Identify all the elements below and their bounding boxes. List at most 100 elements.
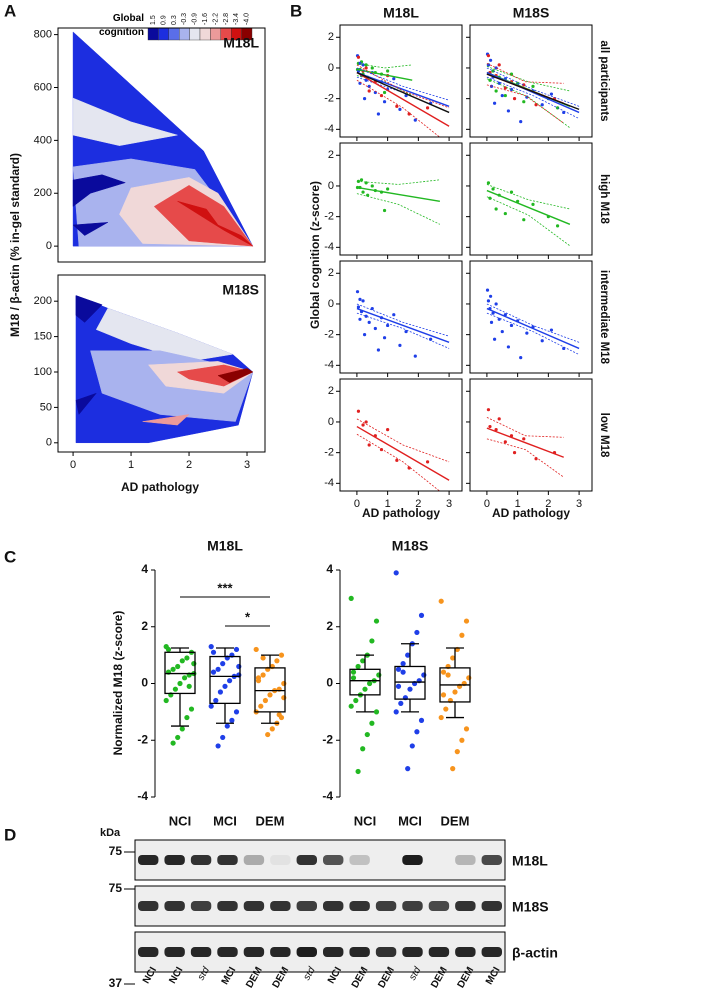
data-point (414, 729, 420, 735)
data-point (188, 706, 195, 712)
blot-band (429, 855, 449, 865)
contour-region (142, 414, 190, 426)
confidence-band (356, 433, 441, 491)
blot-band (376, 855, 396, 865)
y-tick-label: 2 (328, 31, 334, 43)
colorbar-swatch (210, 27, 221, 41)
blot-strip (134, 931, 506, 973)
blot-band (190, 855, 212, 865)
data-point (395, 458, 399, 462)
data-point (367, 89, 371, 93)
y-tick-label: 150 (34, 331, 52, 343)
contour-region (72, 97, 178, 146)
plot-frame (57, 274, 266, 453)
box (209, 655, 241, 705)
y-tick-label: 2 (328, 149, 334, 161)
data-point (393, 709, 399, 715)
data-point (485, 288, 490, 292)
x-tick-label: 3 (446, 498, 452, 510)
plot-layer (486, 408, 564, 478)
data-point (450, 655, 456, 661)
blot-band (217, 901, 238, 911)
fit-line (486, 71, 580, 114)
data-point (177, 680, 183, 687)
data-point (382, 90, 387, 95)
data-point (220, 734, 226, 741)
data-point (269, 726, 275, 732)
plot-layer (356, 409, 450, 491)
colorbar-tick-label: 0.9 (160, 15, 167, 25)
blot-band (217, 947, 238, 957)
data-point (170, 666, 176, 672)
y-tick-label: 4 (326, 562, 333, 576)
data-point (233, 646, 240, 653)
box (394, 665, 426, 700)
fit-line (486, 427, 564, 458)
x-axis-label: AD pathology (492, 506, 570, 520)
data-point (491, 311, 495, 315)
data-point (356, 55, 361, 59)
data-point (364, 731, 370, 738)
plot-frame (469, 142, 593, 256)
x-tick-label: MCI (398, 813, 422, 828)
plot-layer (485, 52, 580, 129)
data-point (224, 723, 230, 729)
data-point (260, 672, 266, 678)
blot-strip (134, 839, 506, 881)
data-point (386, 428, 390, 432)
data-point (364, 78, 368, 82)
colorbar-tick-label: -1.6 (202, 13, 209, 25)
data-point (165, 646, 172, 653)
x-tick-label: 1 (515, 498, 521, 510)
blot-band (402, 901, 423, 911)
data-point (506, 345, 511, 349)
x-axis-label: AD pathology (362, 506, 440, 520)
confidence-band (486, 184, 570, 210)
blot-row-label: M18S (512, 899, 549, 915)
data-point (163, 697, 169, 704)
data-point (355, 663, 361, 670)
data-point (350, 669, 357, 675)
data-point (488, 58, 493, 62)
data-point (370, 66, 374, 70)
y-tick-label: 2 (326, 619, 333, 633)
data-point (265, 731, 271, 738)
colorbar-tick-label: -0.9 (192, 13, 199, 25)
data-point (486, 181, 491, 185)
y-tick-label: 200 (34, 295, 52, 307)
confidence-band (486, 78, 571, 129)
data-point (364, 314, 368, 318)
panel-letter: B (290, 1, 302, 20)
y-tick-label: -4 (137, 789, 148, 803)
data-point (404, 329, 408, 334)
fit-line (356, 68, 413, 81)
y-tick-label: 800 (34, 29, 52, 41)
data-point (395, 104, 399, 108)
contour-region (75, 392, 98, 416)
y-tick-label: -2 (137, 732, 148, 746)
confidence-band (356, 312, 450, 349)
fit-line (356, 186, 440, 202)
data-point (386, 323, 390, 328)
data-point (367, 84, 371, 88)
blot-row-label: M18L (512, 853, 548, 869)
data-point (425, 106, 430, 110)
data-point (392, 77, 396, 81)
data-point (362, 333, 367, 337)
fit-line (356, 71, 450, 127)
data-point (379, 447, 384, 452)
colorbar-swatch (199, 27, 211, 41)
blot-band (270, 855, 291, 865)
data-point (208, 703, 214, 709)
data-point (531, 202, 535, 206)
fit-line (356, 71, 450, 107)
data-point (463, 726, 470, 732)
blot-band (243, 901, 265, 911)
y-tick-label: 400 (34, 134, 52, 146)
data-point (486, 54, 491, 58)
data-point (531, 84, 535, 88)
box (164, 651, 196, 695)
data-point (379, 93, 384, 98)
data-point (452, 689, 458, 695)
